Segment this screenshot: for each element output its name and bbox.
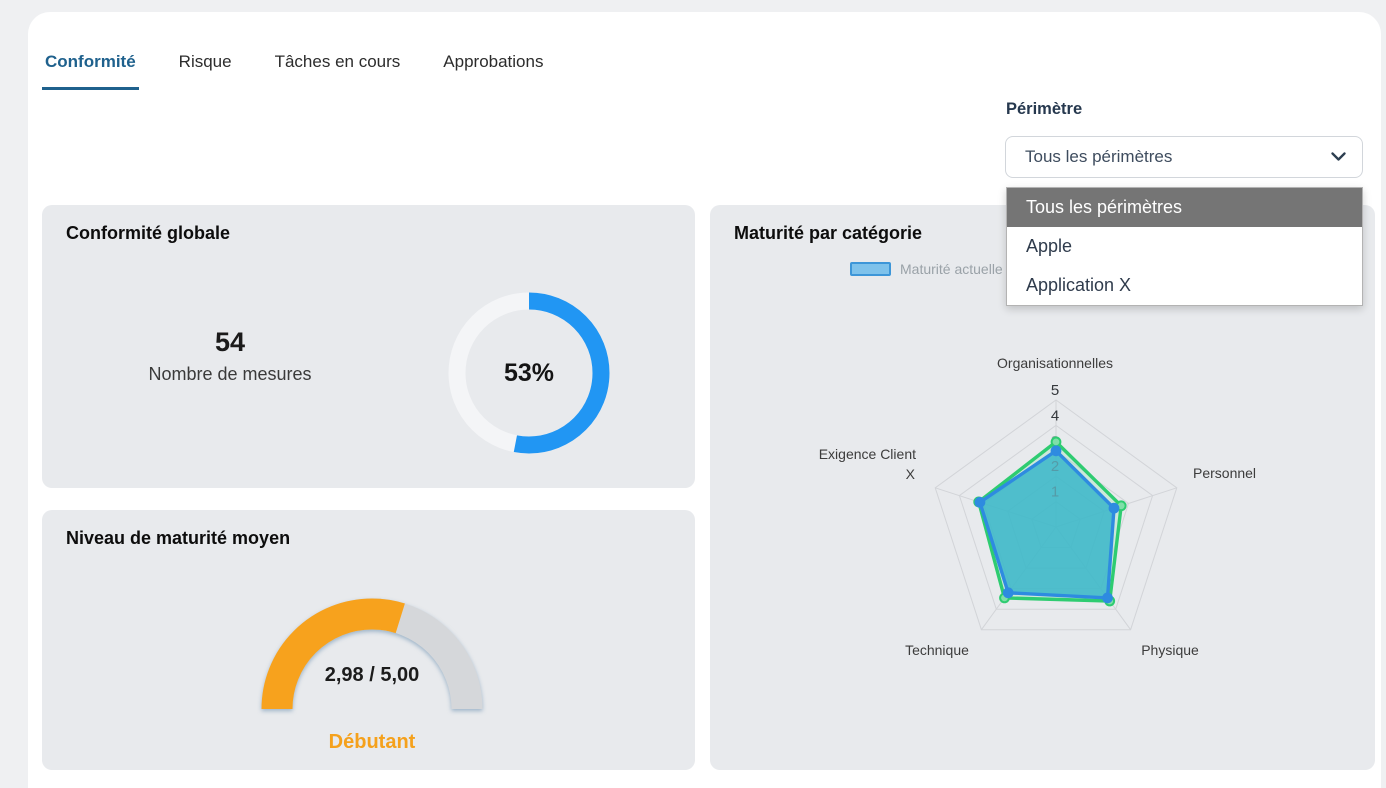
card-title: Conformité globale [66,223,231,243]
perimetre-menu: Tous les périmètres Apple Application X [1006,187,1363,306]
menu-option-apple[interactable]: Apple [1007,227,1362,266]
card-title: Maturité par catégorie [734,223,923,243]
svg-text:Personnel: Personnel [1193,465,1256,481]
tab-bar: Conformité Risque Tâches en cours Approb… [42,46,546,90]
legend-item-maturite-actuelle[interactable]: Maturité actuelle [850,261,1003,277]
card-title: Niveau de maturité moyen [66,528,291,548]
svg-text:Exigence Client: Exigence Client [819,446,916,462]
menu-option-tous-les-perimetres[interactable]: Tous les périmètres [1007,188,1362,227]
legend-label: Maturité actuelle [900,261,1003,277]
donut-percent-label: 53% [503,358,555,387]
svg-text:1: 1 [1051,484,1059,501]
gauge-value-label: 2,98 / 5,00 [324,664,420,686]
measures-label: Nombre de mesures [148,364,312,384]
tab-conformite[interactable]: Conformité [42,46,139,90]
donut-chart-svg [448,292,610,454]
svg-text:Physique: Physique [1141,642,1199,658]
main-panel: Conformité Risque Tâches en cours Approb… [28,12,1381,788]
svg-text:Technique: Technique [905,642,969,658]
svg-text:4: 4 [1051,407,1059,424]
card-conformite-globale: Conformité globale 54 Nombre de mesures … [42,205,695,488]
tab-risque[interactable]: Risque [178,52,232,71]
radar-chart-svg: 34512OrganisationnellesPersonnelPhysique… [819,355,1256,658]
radar-legend: Maturité actuelle [850,261,1003,277]
tab-approbations[interactable]: Approbations [443,52,544,71]
gauge-level-label: Débutant [328,731,416,753]
perimetre-label: Périmètre [1006,100,1083,118]
menu-option-application-x[interactable]: Application X [1007,266,1362,305]
svg-text:5: 5 [1051,382,1059,399]
tab-taches-en-cours[interactable]: Tâches en cours [274,52,401,71]
svg-text:Organisationnelles: Organisationnelles [997,355,1113,371]
chevron-down-icon [1331,152,1346,161]
perimetre-select[interactable]: Tous les périmètres [1005,136,1363,178]
svg-text:2: 2 [1051,458,1059,475]
measures-count: 54 [214,327,246,357]
card-niveau-maturite-moyen: Niveau de maturité moyen 2,98 / 5,00 Déb… [42,510,695,770]
measures-metric: 54 Nombre de mesures [100,327,360,385]
gauge-chart-svg [261,598,483,710]
perimetre-selected-value: Tous les périmètres [1025,147,1173,166]
legend-swatch [850,262,891,276]
svg-text:X: X [906,466,916,482]
